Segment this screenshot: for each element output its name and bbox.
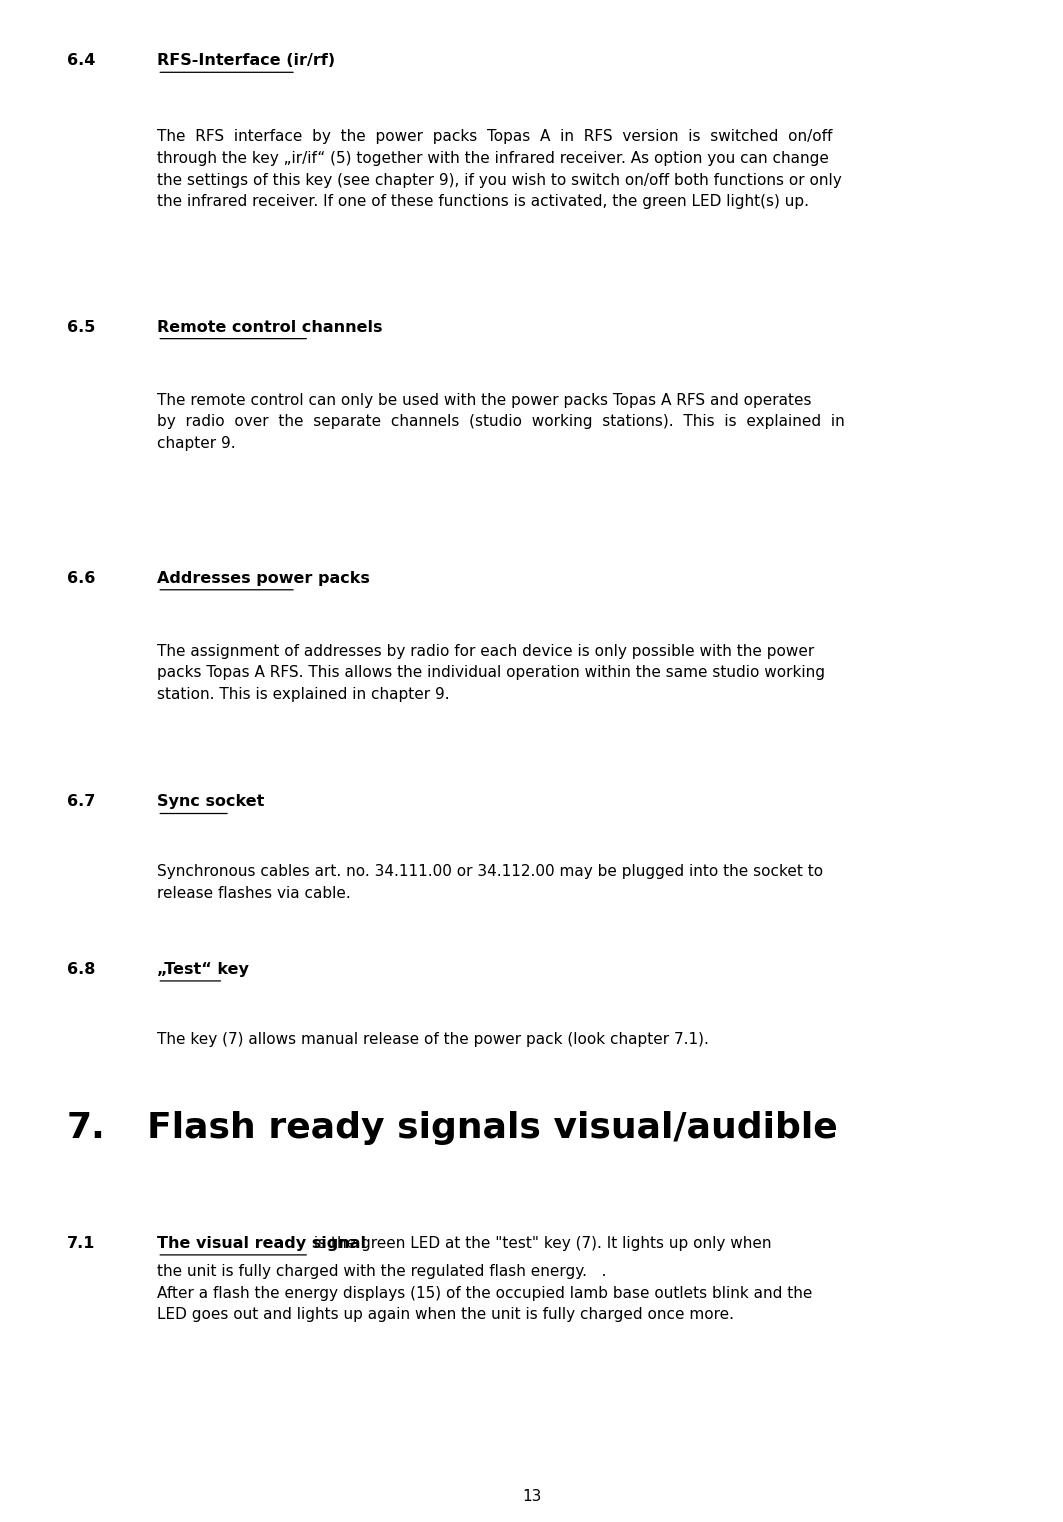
- Text: Synchronous cables art. no. 34.111.00 or 34.112.00 may be plugged into the socke: Synchronous cables art. no. 34.111.00 or…: [157, 864, 824, 901]
- Text: The  RFS  interface  by  the  power  packs  Topas  A  in  RFS  version  is  swit: The RFS interface by the power packs Top…: [157, 129, 842, 209]
- Text: 6.4: 6.4: [67, 53, 96, 68]
- Text: 7.: 7.: [67, 1111, 105, 1145]
- Text: 6.5: 6.5: [67, 320, 96, 335]
- Text: Flash ready signals visual/audible: Flash ready signals visual/audible: [147, 1111, 838, 1145]
- Text: is the green LED at the "test" key (7). It lights up only when: is the green LED at the "test" key (7). …: [309, 1236, 772, 1251]
- Text: 7.1: 7.1: [67, 1236, 96, 1251]
- Text: the unit is fully charged with the regulated flash energy.   .
After a flash the: the unit is fully charged with the regul…: [157, 1263, 813, 1323]
- Text: The visual ready signal: The visual ready signal: [157, 1236, 367, 1251]
- Text: Sync socket: Sync socket: [157, 794, 265, 810]
- Text: 6.7: 6.7: [67, 794, 96, 810]
- Text: Addresses power packs: Addresses power packs: [157, 571, 370, 586]
- Text: 13: 13: [522, 1489, 541, 1504]
- Text: 6.6: 6.6: [67, 571, 96, 586]
- Text: Remote control channels: Remote control channels: [157, 320, 383, 335]
- Text: RFS-Interface (ir/rf): RFS-Interface (ir/rf): [157, 53, 336, 68]
- Text: The assignment of addresses by radio for each device is only possible with the p: The assignment of addresses by radio for…: [157, 644, 825, 702]
- Text: „Test“ key: „Test“ key: [157, 962, 249, 977]
- Text: The remote control can only be used with the power packs Topas A RFS and operate: The remote control can only be used with…: [157, 393, 845, 451]
- Text: The key (7) allows manual release of the power pack (look chapter 7.1).: The key (7) allows manual release of the…: [157, 1032, 709, 1047]
- Text: 6.8: 6.8: [67, 962, 96, 977]
